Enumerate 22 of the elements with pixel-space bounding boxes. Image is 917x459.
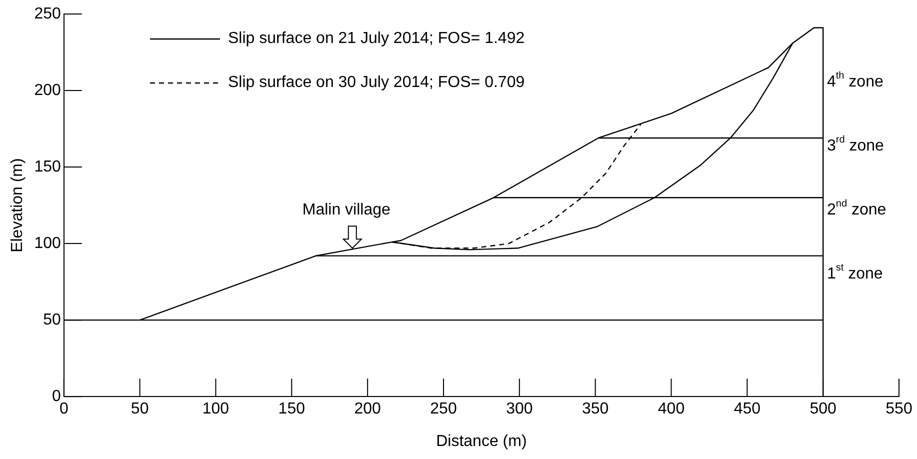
x-tick-label: 550: [886, 400, 912, 418]
x-tick-label: 350: [582, 400, 609, 418]
x-tick-label: 300: [506, 400, 533, 418]
x-tick-label: 250: [430, 400, 457, 418]
x-tick-label: 200: [354, 400, 382, 418]
y-tick-label: 250: [34, 5, 61, 22]
y-tick-label: 200: [34, 82, 61, 99]
legend-label: Slip surface on 21 July 2014; FOS= 1.492: [228, 30, 525, 48]
annotation: Malin village: [302, 202, 391, 219]
x-tick-label: 150: [278, 400, 306, 418]
x-tick-label: 500: [810, 400, 837, 418]
x-tick-label: 450: [734, 400, 761, 418]
x-tick-label: 400: [658, 400, 685, 418]
legend-label: Slip surface on 30 July 2014; FOS= 0.709: [228, 74, 525, 92]
x-axis-title: Distance (m): [436, 432, 527, 450]
x-tick-label: 50: [130, 400, 149, 418]
y-axis-title: Elevation (m): [9, 158, 26, 252]
y-tick-label: 150: [34, 158, 61, 176]
x-tick-label: 100: [202, 400, 230, 418]
y-tick-label: 50: [43, 311, 61, 328]
y-tick-label: 0: [52, 388, 61, 406]
y-tick-label: 100: [34, 234, 61, 252]
